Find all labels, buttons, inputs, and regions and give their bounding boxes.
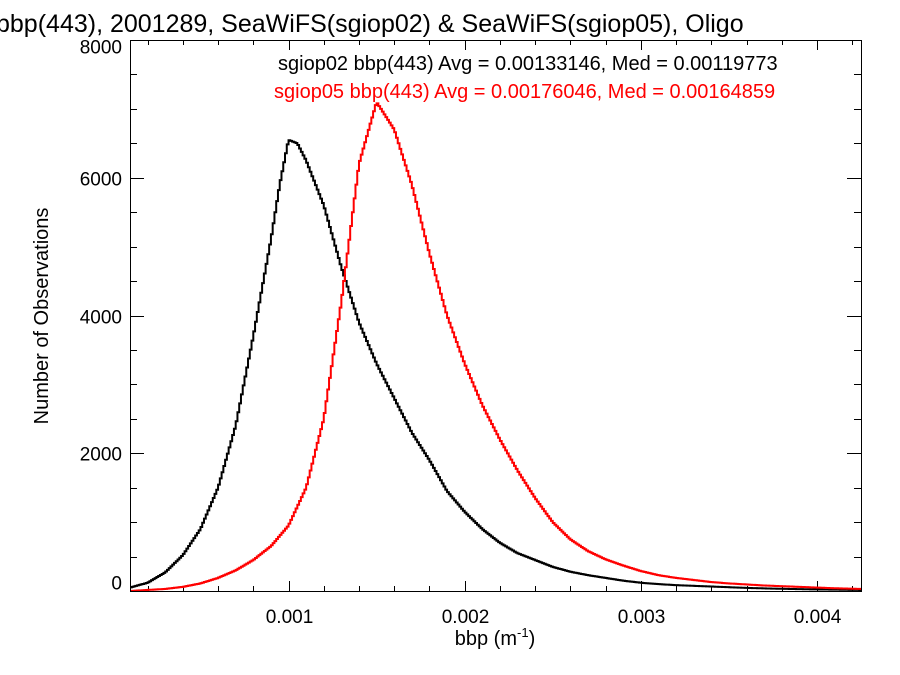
chart-title: bbp(443), 2001289, SeaWiFS(sgiop02) & Se… xyxy=(0,10,744,38)
plot-frame xyxy=(130,40,862,592)
x-tick-label: 0.003 xyxy=(618,607,666,628)
y-tick-label: 4000 xyxy=(80,308,122,329)
series-layer xyxy=(130,102,861,592)
axis-tick-labels: 0.001 0.002 0.003 0.004 0 2000 4000 6000 8000 xyxy=(80,38,842,629)
x-tick-label: 0.002 xyxy=(442,607,490,628)
series-annotation-sgiop02: sgiop02 bbp(443) Avg = 0.00133146, Med =… xyxy=(278,53,778,75)
x-tick-label: 0.001 xyxy=(266,607,314,628)
y-tick-label: 0 xyxy=(111,574,122,595)
series-annotation-sgiop05: sgiop05 bbp(443) Avg = 0.00176046, Med =… xyxy=(274,81,775,103)
series-line-sgiop05 xyxy=(130,102,861,592)
axis-ticks xyxy=(130,40,861,592)
x-axis-label: bbp (m-1) xyxy=(455,625,535,650)
y-tick-label: 6000 xyxy=(80,170,122,191)
x-tick-label: 0.004 xyxy=(794,607,842,628)
y-axis-label: Number of Observations xyxy=(31,208,53,425)
y-tick-label: 8000 xyxy=(80,38,122,59)
y-tick-label: 2000 xyxy=(80,445,122,466)
series-line-sgiop02 xyxy=(130,139,861,591)
